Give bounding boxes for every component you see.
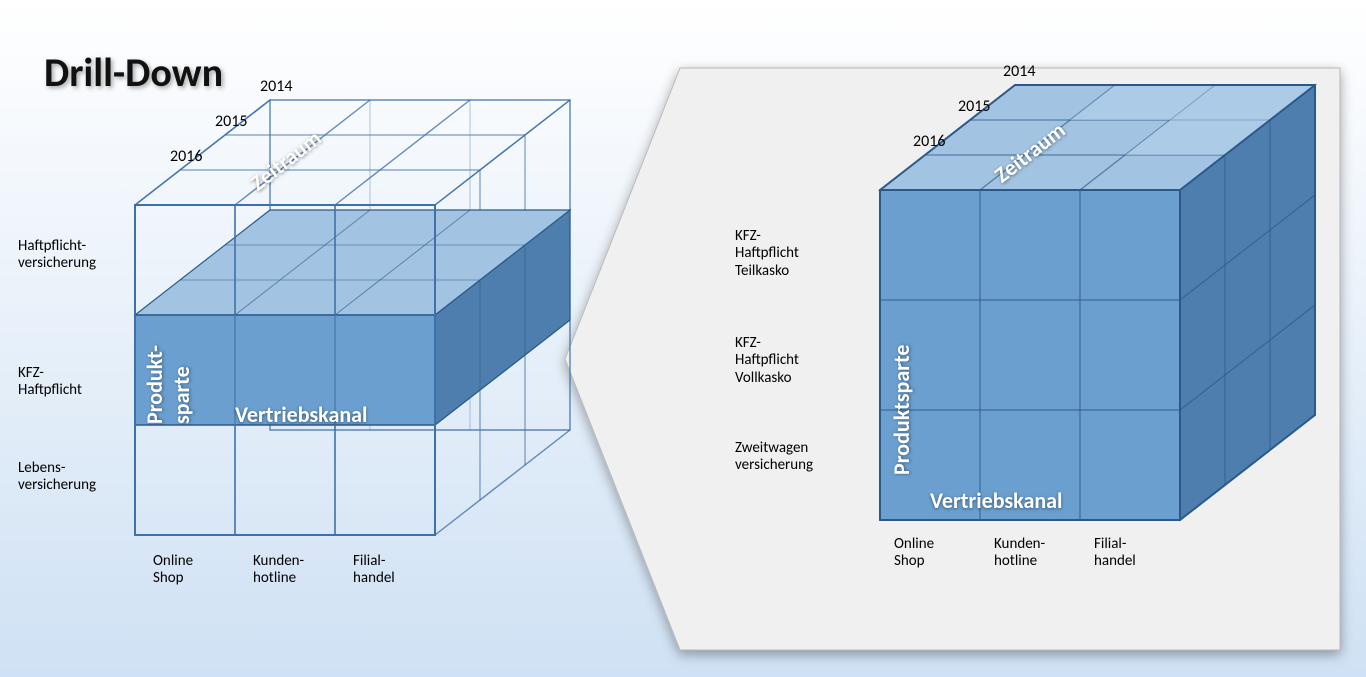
- right-axis-produkt: Produktsparte: [888, 344, 915, 474]
- left-axis-produkt: Produkt-sparte: [141, 345, 195, 424]
- page-title: Drill-Down: [44, 48, 223, 97]
- left-year-label: 2016: [170, 148, 202, 166]
- left-row-label: Haftpflicht-versicherung: [18, 238, 133, 273]
- left-col-label: Filial-handel: [353, 553, 395, 588]
- left-row-label: Lebens-versicherung: [18, 460, 133, 495]
- right-axis-vertrieb: Vertriebskanal: [930, 487, 1062, 514]
- background: [0, 0, 1366, 677]
- right-year-label: 2015: [958, 98, 990, 116]
- diagram-stage: Drill-Down 2014 2015 2016 Haftpflicht-versi…: [0, 0, 1366, 677]
- right-row-label: KFZ-HaftpflichtTeilkasko: [735, 228, 865, 280]
- right-col-label: Kunden-hotline: [994, 536, 1045, 571]
- left-axis-vertrieb: Vertriebskanal: [235, 401, 367, 428]
- right-col-label: OnlineShop: [894, 536, 934, 571]
- left-row-label: KFZ-Haftpflicht: [18, 365, 133, 400]
- left-col-label: Kunden-hotline: [253, 553, 304, 588]
- right-col-label: Filial-handel: [1094, 536, 1136, 571]
- right-row-label: Zweitwagenversicherung: [735, 440, 865, 475]
- right-row-label: KFZ-HaftpflichtVollkasko: [735, 335, 865, 387]
- right-year-label: 2014: [1003, 63, 1035, 81]
- left-col-label: OnlineShop: [153, 553, 193, 588]
- left-year-label: 2014: [260, 78, 292, 96]
- left-year-label: 2015: [215, 113, 247, 131]
- right-year-label: 2016: [913, 133, 945, 151]
